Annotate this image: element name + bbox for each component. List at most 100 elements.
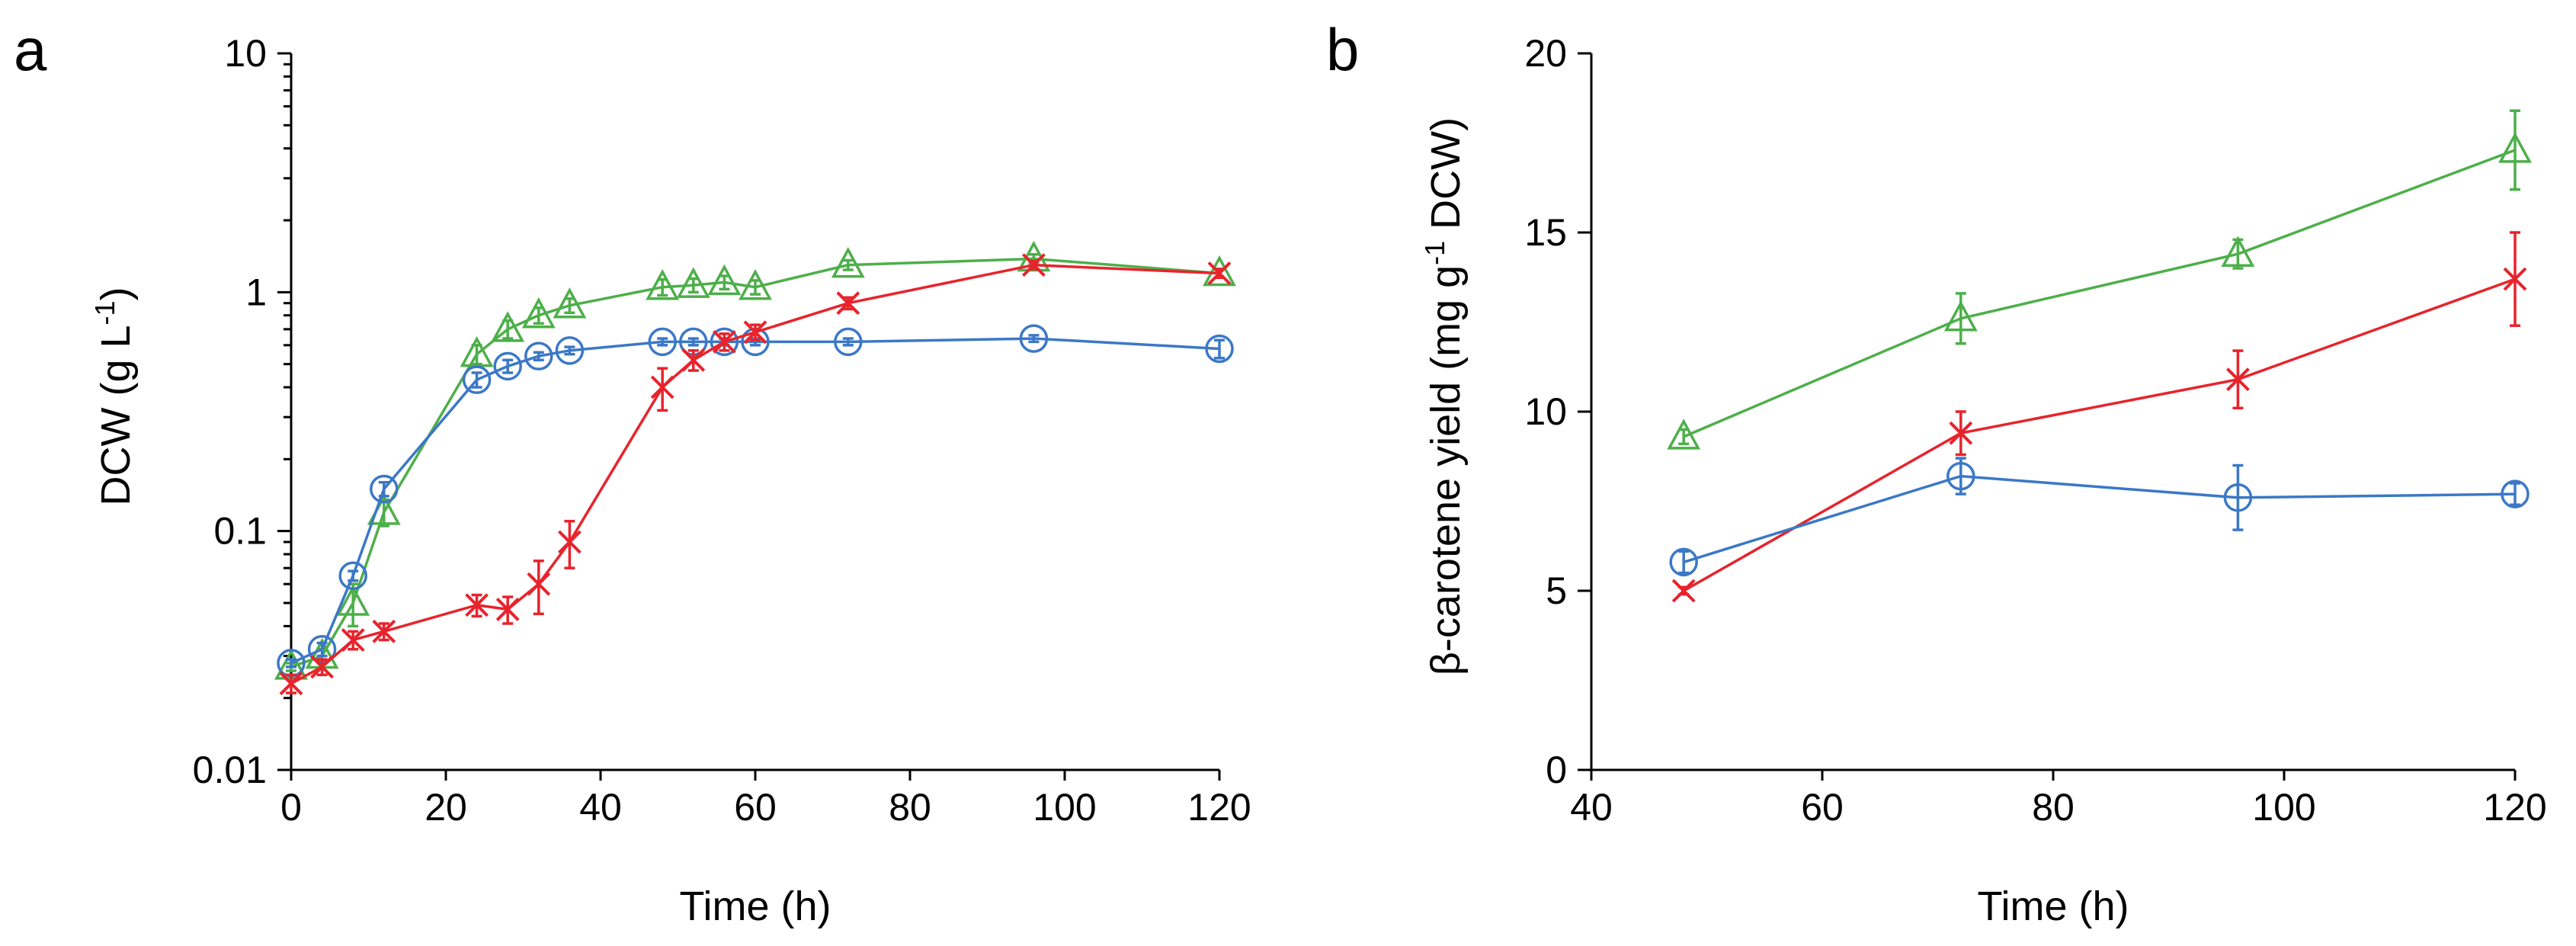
- panel-b-green-triangle-point: [1943, 300, 1978, 332]
- panel-b-green-triangle-point: [2498, 132, 2532, 163]
- panel-a-y-label-close: ): [93, 287, 139, 300]
- panel-a-red-cross-point: [681, 348, 706, 372]
- panel-b-red-cross-point: [2503, 267, 2527, 291]
- panel-a-red-cross-point-stroke: [1207, 261, 1232, 285]
- panel-a-x-tick-label: 20: [425, 786, 467, 829]
- panel-b-y-label-sup: -1: [1419, 241, 1450, 265]
- panel-a-green-triangle-point: [707, 264, 742, 296]
- panel-b-blue-circle-point: [1669, 547, 1698, 577]
- panel-a-green-triangle-point: [491, 311, 525, 342]
- panel-a-blue-circle-point: [710, 327, 739, 357]
- panel-a-blue-circle-point: [462, 365, 492, 394]
- panel-a-y-label-sup: -1: [89, 300, 120, 325]
- panel-b-blue-circle-point: [2501, 479, 2530, 508]
- panel-b-chart: b 40 60 80 100 120 0 5 10 15 20 Time (h) β-carot…: [1326, 16, 2547, 929]
- panel-b-y-tick-label: 15: [1524, 211, 1567, 254]
- panel-a-blue-circle-point: [1019, 324, 1049, 353]
- panel-b-y-label-close: DCW): [1423, 117, 1469, 241]
- panel-a-green-triangle-point: [1203, 255, 1236, 287]
- panel-a-blue-circle-point: [1205, 334, 1234, 364]
- panel-b-x-tick-label: 40: [1570, 786, 1613, 829]
- panel-b-red-cross-point-stroke: [1949, 421, 1973, 445]
- panel-a-green-triangle-point: [553, 287, 587, 319]
- panel-a-red-cross-point: [836, 291, 860, 316]
- panel-b-x-tick-label: 100: [2252, 786, 2315, 829]
- panel-a-red-cross-point: [1207, 261, 1232, 285]
- panel-a-series: [274, 240, 1236, 696]
- panel-a-red-cross-point: [712, 329, 736, 354]
- panel-b-y-tick-label: 0: [1546, 749, 1567, 791]
- panel-a-blue-circle-point: [493, 351, 522, 381]
- panel-a-blue-circle-point: [370, 474, 399, 504]
- panel-a-red-cross-point-stroke: [681, 348, 706, 372]
- panel-b-y-tick-label: 20: [1524, 32, 1567, 75]
- panel-b-x-tick-label: 60: [1801, 786, 1844, 829]
- panel-a-red-cross-point: [557, 530, 582, 554]
- panel-a-green-triangle-line: [290, 257, 1220, 669]
- panel-a-red-cross-point-stroke: [527, 572, 551, 596]
- panel-a-y-tick-label: 1: [245, 271, 267, 313]
- panel-a-red-cross-point-stroke: [712, 329, 736, 354]
- panel-b-green-triangle-point: [1667, 418, 1701, 450]
- panel-b-y-axis-label: β-carotene yield (mg g-1 DCW): [1419, 117, 1469, 675]
- panel-a-y-ticks: 0.01 0.1 1 10: [193, 32, 291, 791]
- panel-a-red-cross-point: [465, 593, 489, 617]
- panel-a-red-cross-point: [495, 597, 520, 621]
- panel-b-y-ticks: 0 5 10 15 20: [1524, 32, 1591, 791]
- panel-a-x-tick-label: 40: [579, 786, 622, 829]
- panel-b-green-triangle-point: [2221, 236, 2255, 267]
- panel-a-red-cross-point-stroke: [650, 375, 674, 399]
- panel-a-blue-circle-point: [648, 327, 677, 357]
- panel-a-blue-circle-line: [290, 337, 1220, 665]
- panel-b-x-tick-label: 80: [2032, 786, 2075, 829]
- panel-a-green-triangle-point: [646, 269, 680, 300]
- panel-a-red-cross-point: [1021, 253, 1046, 277]
- panel-a-red-cross-point: [372, 619, 396, 643]
- panel-a-red-cross-point-stroke: [465, 593, 489, 617]
- panel-a-red-cross-point-stroke: [341, 628, 365, 652]
- panel-a-green-triangle-point: [521, 297, 556, 329]
- panel-a-red-cross-point: [279, 672, 303, 696]
- panel-b-blue-circle-point: [1946, 461, 1975, 491]
- panel-a-red-cross-point-stroke: [743, 320, 767, 345]
- panel-a-x-tick-label: 60: [734, 786, 777, 829]
- panel-b-x-axis-label: Time (h): [1978, 883, 2129, 929]
- panel-a-red-cross-point: [310, 655, 335, 679]
- panel-b-y-tick-label: 10: [1524, 390, 1567, 433]
- panel-b-y-label-main: β-carotene yield (mg g: [1423, 265, 1469, 675]
- panel-a-red-cross-point-stroke: [557, 530, 582, 554]
- panel-a-red-cross-point-stroke: [310, 655, 335, 679]
- panel-a-x-tick-label: 120: [1187, 786, 1251, 829]
- panel-b-red-cross-point-stroke: [2225, 367, 2250, 392]
- panel-b-red-cross-point: [1671, 579, 1696, 603]
- panel-b-red-cross-point-stroke: [2503, 267, 2527, 291]
- panel-b-letter: b: [1326, 16, 1359, 83]
- panel-a-red-cross-point: [527, 572, 551, 596]
- panel-a-green-triangle-point: [336, 585, 370, 616]
- panel-a-chart: a 0 20 40 60 80 100 120 0.01 0.1 1 10 Time (h) DC…: [14, 16, 1251, 929]
- panel-a-letter: a: [14, 16, 47, 83]
- panel-a-red-cross-point-stroke: [279, 672, 303, 696]
- panel-b-red-cross-point: [2225, 367, 2250, 392]
- panel-a-red-cross-point-stroke: [372, 619, 396, 643]
- panel-a-green-triangle-point: [831, 246, 865, 278]
- panel-a-red-cross-point-stroke: [836, 291, 860, 316]
- panel-a-x-ticks: 0 20 40 60 80 100 120: [280, 770, 1251, 829]
- panel-a-x-axis-label: Time (h): [680, 883, 831, 929]
- panel-a-y-axis-label: DCW (g L-1): [89, 287, 139, 505]
- panel-a-red-cross-point-stroke: [1021, 253, 1046, 277]
- panel-a-blue-circle-point: [524, 342, 553, 370]
- panel-a-blue-circle-point: [834, 327, 863, 357]
- panel-b-green-triangle-line: [1683, 149, 2516, 438]
- panel-a-red-cross-point: [743, 320, 767, 345]
- panel-a-x-tick-label: 80: [889, 786, 931, 829]
- panel-a-red-cross-point-stroke: [495, 597, 520, 621]
- panel-a-green-triangle-point: [739, 269, 772, 300]
- panel-a-y-tick-label: 0.1: [213, 510, 267, 553]
- panel-b-blue-circle-line: [1683, 474, 2516, 564]
- panel-a-y-label-main: DCW (g L: [93, 325, 139, 505]
- panel-a-x-tick-label: 100: [1033, 786, 1096, 829]
- panel-a-green-triangle-point: [676, 267, 710, 298]
- panel-a-red-cross-point: [341, 628, 365, 652]
